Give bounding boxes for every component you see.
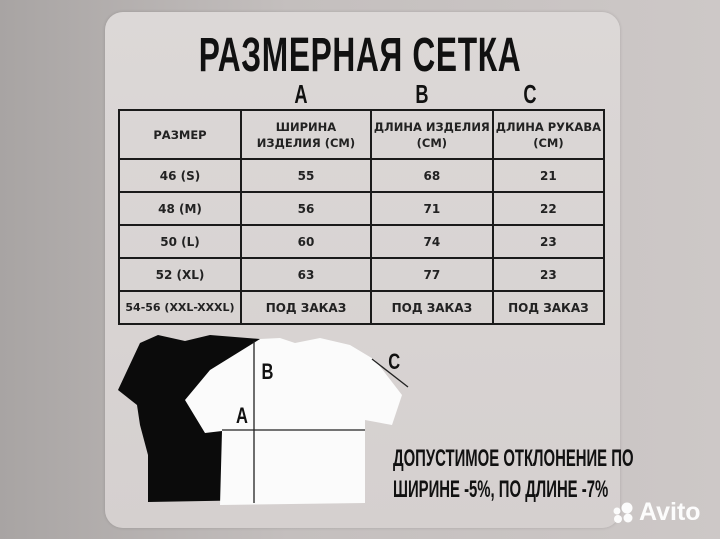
- cell-length: 68: [369, 158, 494, 193]
- cell-size: 48 (M): [118, 191, 242, 226]
- cell-length: 71: [369, 191, 494, 226]
- table-row: 54-56 (XXL-XXXL) ПОД ЗАКАЗ ПОД ЗАКАЗ ПОД…: [118, 290, 606, 325]
- avito-text: Avito: [639, 498, 701, 526]
- tolerance-note: ДОПУСТИМОЕ ОТКЛОНЕНИЕ ПО ШИРИНЕ -5%, ПО …: [393, 443, 634, 505]
- tolerance-note-line2: ШИРИНЕ -5%, ПО ДЛИНЕ -7%: [393, 476, 609, 503]
- cell-size: 52 (XL): [118, 257, 242, 292]
- size-table: РАЗМЕР ШИРИНА ИЗДЕЛИЯ (СМ) ДЛИНА ИЗДЕЛИЯ…: [118, 109, 606, 325]
- cell-size: 50 (L): [118, 224, 242, 259]
- cell-sleeve: ПОД ЗАКАЗ: [491, 290, 606, 325]
- cell-width: ПОД ЗАКАЗ: [240, 290, 372, 325]
- table-header-row: РАЗМЕР ШИРИНА ИЗДЕЛИЯ (СМ) ДЛИНА ИЗДЕЛИЯ…: [118, 109, 606, 160]
- cell-length: 74: [369, 224, 494, 259]
- table-row: 48 (M) 56 71 22: [118, 191, 606, 226]
- avito-logo-icon: [613, 502, 633, 523]
- cell-sleeve: 23: [491, 257, 606, 292]
- cell-sleeve: 21: [491, 158, 606, 193]
- header-length: ДЛИНА ИЗДЕЛИЯ (СМ): [369, 109, 494, 160]
- table-row: 52 (XL) 63 77 23: [118, 257, 606, 292]
- column-letter-b: B: [415, 79, 429, 109]
- column-letter-c: C: [523, 79, 537, 109]
- header-size: РАЗМЕР: [118, 109, 242, 160]
- cell-width: 60: [240, 224, 372, 259]
- cell-size: 46 (S): [118, 158, 242, 193]
- header-width: ШИРИНА ИЗДЕЛИЯ (СМ): [240, 109, 372, 160]
- cell-length: 77: [369, 257, 494, 292]
- cell-length: ПОД ЗАКАЗ: [369, 290, 494, 325]
- table-row: 46 (S) 55 68 21: [118, 158, 606, 193]
- label-b: B: [262, 360, 274, 385]
- cell-sleeve: 23: [491, 224, 606, 259]
- avito-watermark: Avito: [612, 498, 701, 527]
- cell-size: 54-56 (XXL-XXXL): [118, 290, 242, 325]
- cell-sleeve: 22: [491, 191, 606, 226]
- label-a: A: [236, 404, 248, 429]
- cell-width: 56: [240, 191, 372, 226]
- sleeve-arrow: [371, 358, 409, 388]
- column-letter-a: A: [294, 79, 308, 109]
- table-row: 50 (L) 60 74 23: [118, 224, 606, 259]
- label-c: C: [388, 350, 400, 375]
- white-tshirt: [185, 338, 402, 505]
- tolerance-note-line1: ДОПУСТИМОЕ ОТКЛОНЕНИЕ ПО: [393, 445, 634, 472]
- tshirt-diagram: B A C: [118, 335, 409, 505]
- header-sleeve: ДЛИНА РУКАВА (СМ): [491, 109, 606, 160]
- cell-width: 63: [240, 257, 372, 292]
- cell-width: 55: [240, 158, 372, 193]
- page-title: РАЗМЕРНАЯ СЕТКА: [198, 29, 522, 82]
